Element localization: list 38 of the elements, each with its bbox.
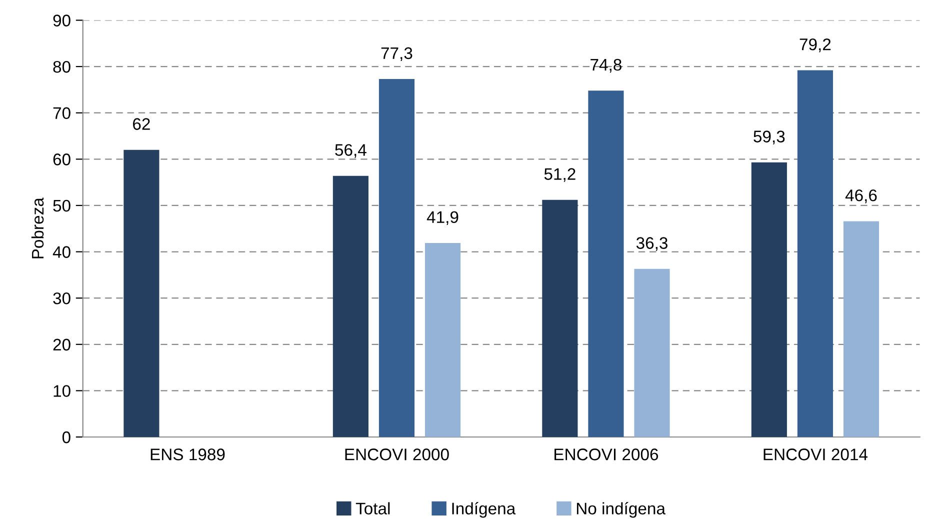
bar bbox=[124, 150, 160, 437]
bar bbox=[634, 268, 670, 437]
y-tick-label: 30 bbox=[53, 292, 70, 304]
data-label: 41,9 bbox=[426, 211, 458, 225]
bar bbox=[843, 221, 880, 437]
x-tick-label: ENCOVI 2014 bbox=[764, 448, 868, 460]
x-tick-label: ENCOVI 2006 bbox=[554, 448, 658, 460]
data-label: 56,4 bbox=[335, 144, 366, 158]
y-tick-label: 80 bbox=[53, 60, 70, 73]
data-label: 62 bbox=[133, 118, 150, 130]
y-tick-label: 70 bbox=[53, 107, 70, 120]
bar bbox=[332, 176, 368, 437]
y-tick-label: 10 bbox=[54, 385, 70, 397]
x-tick-label: ENCOVI 2000 bbox=[345, 448, 449, 460]
bar bbox=[378, 79, 415, 437]
data-label: 79,2 bbox=[800, 38, 831, 52]
y-tick-label: 40 bbox=[52, 246, 70, 258]
y-tick-label: 50 bbox=[53, 200, 70, 212]
data-label: 59,3 bbox=[754, 130, 785, 144]
y-axis-title: Pobreza bbox=[31, 198, 44, 258]
data-label: 74,8 bbox=[590, 58, 622, 73]
legend-label: No indígena bbox=[576, 502, 666, 518]
bar bbox=[751, 162, 787, 437]
data-label: 36,3 bbox=[636, 237, 668, 251]
x-tick-label: ENS 1989 bbox=[150, 448, 225, 460]
legend-label: Total bbox=[356, 502, 390, 514]
data-label: 51,2 bbox=[544, 168, 576, 182]
legend-label: Indígena bbox=[452, 502, 516, 518]
y-tick-label: 20 bbox=[53, 338, 70, 351]
bar bbox=[424, 242, 461, 437]
y-tick-label: 60 bbox=[53, 154, 70, 166]
y-tick-label: 90 bbox=[53, 14, 70, 26]
y-tick-label: 0 bbox=[62, 431, 70, 444]
data-label: 46,6 bbox=[845, 189, 877, 204]
bar bbox=[797, 70, 833, 437]
data-label: 77,3 bbox=[381, 47, 412, 62]
bar bbox=[588, 90, 624, 437]
bar bbox=[542, 200, 578, 437]
